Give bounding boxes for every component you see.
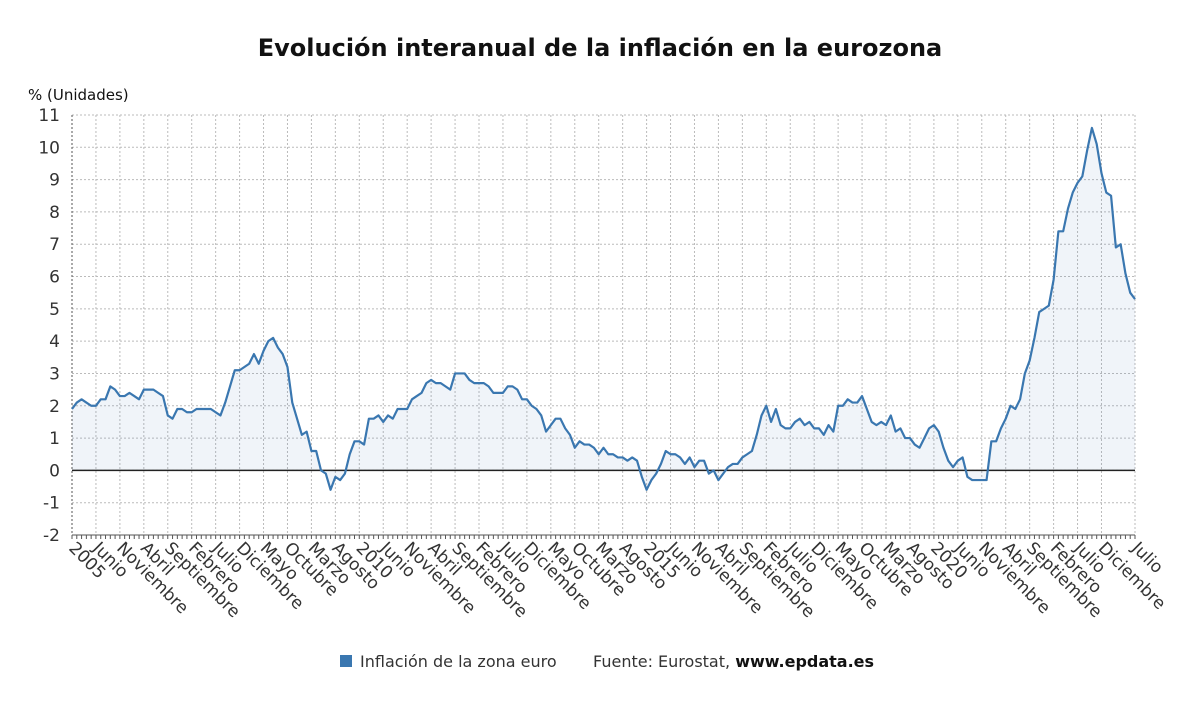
y-tick-label: 4 [49,332,60,352]
legend-label: Inflación de la zona euro [360,652,557,671]
source: Fuente: Eurostat, www.epdata.es [593,652,874,671]
y-tick-label: 11 [38,106,60,126]
y-tick-label: 9 [49,171,60,191]
y-tick-label: -1 [43,494,60,514]
plot-grid [71,114,1136,536]
y-tick-label: 8 [49,203,60,223]
legend-swatch [340,655,352,667]
source-link: www.epdata.es [735,652,874,671]
line [71,126,1136,491]
y-tick-label: 7 [49,235,60,255]
source-text: Fuente: Eurostat, [593,652,730,671]
y-tick-label: 5 [49,300,60,320]
y-tick-label: 1 [49,429,60,449]
y-tick-label: -2 [43,526,60,546]
legend: Inflación de la zona euro Fuente: Eurost… [340,652,874,671]
y-tick-label: 0 [49,461,60,481]
area [72,127,1135,490]
y-tick-label: 3 [49,364,60,384]
y-tick-label: 2 [49,397,60,417]
y-tick-label: 10 [38,138,60,158]
y-axis-label: % (Unidades) [28,86,129,104]
y-tick-label: 6 [49,268,60,288]
chart-title: Evolución interanual de la inflación en … [258,34,942,62]
